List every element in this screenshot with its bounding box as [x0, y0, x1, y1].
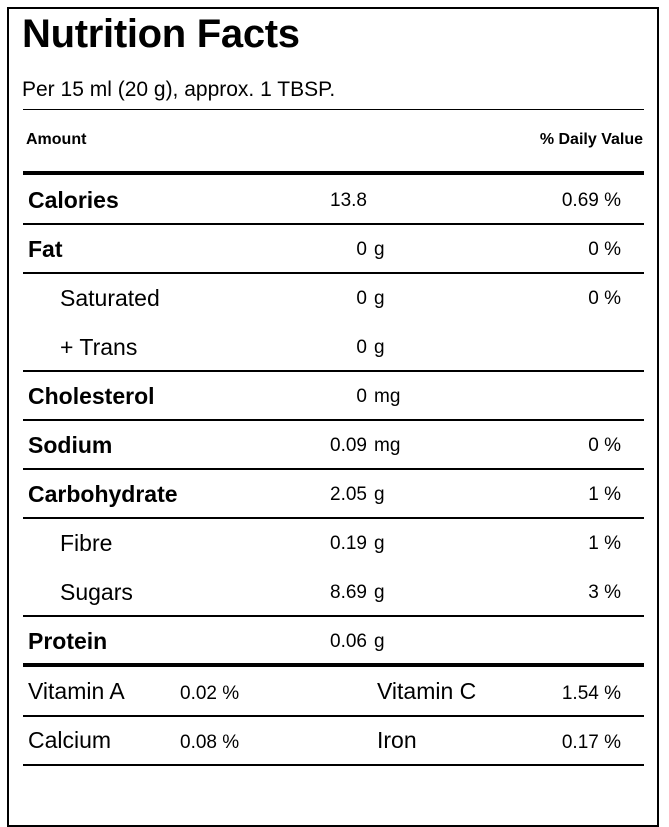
nutrient-unit: g [374, 484, 385, 505]
calcium-value: 0.08 % [180, 732, 240, 753]
nutrient-unit: g [374, 288, 385, 309]
nutrient-unit: g [374, 582, 385, 603]
amount-header: Amount [26, 131, 87, 148]
nutrient-unit: mg [374, 386, 401, 407]
daily-value-header: % Daily Value [539, 131, 643, 148]
thick-divider [23, 663, 644, 667]
nutrient-daily-value: 0 % [588, 435, 621, 456]
label-title: Nutrition Facts [22, 12, 300, 56]
thick-divider [23, 171, 644, 175]
nutrient-amount: 0.09 [330, 435, 367, 456]
calcium-label: Calcium [28, 727, 112, 753]
iron-label: Iron [377, 727, 417, 753]
nutrient-amount: 0 [356, 386, 367, 407]
nutrient-daily-value: 1 % [588, 533, 621, 554]
nutrient-name: Sodium [28, 432, 113, 458]
vitamin-c-label: Vitamin C [377, 678, 477, 704]
nutrient-row-sugars: Sugars 8.69 g 3 % [23, 567, 644, 616]
nutrient-name: Cholesterol [28, 383, 155, 409]
nutrient-row-carbohydrate: Carbohydrate 2.05 g 1 % [23, 469, 644, 518]
nutrient-row-fibre: Fibre 0.19 g 1 % [23, 518, 644, 567]
nutrient-row-sodium: Sodium 0.09 mg 0 % [23, 420, 644, 469]
row-divider [23, 715, 644, 717]
nutrient-amount: 0.19 [330, 533, 367, 554]
vitamin-a-label: Vitamin A [28, 678, 125, 704]
row-divider [23, 764, 644, 766]
nutrient-name: Sugars [60, 579, 133, 605]
iron-value: 0.17 % [561, 732, 621, 753]
nutrient-unit: g [374, 239, 385, 260]
nutrient-amount: 0 [356, 288, 367, 309]
nutrient-row-protein: Protein 0.06 g [23, 616, 644, 665]
mineral-row: Calcium 0.08 % Iron 0.17 % [23, 716, 644, 765]
nutrient-row-trans: + Trans 0 g [23, 322, 644, 371]
vitamin-c-value: 1.54 % [561, 683, 621, 704]
nutrient-row-calories: Calories 13.8 0.69 % [23, 175, 644, 224]
nutrient-daily-value: 0 % [588, 239, 621, 260]
nutrient-amount: 0.06 [330, 631, 367, 652]
nutrient-row-cholesterol: Cholesterol 0 mg [23, 371, 644, 420]
nutrient-name: Protein [28, 628, 108, 654]
nutrient-daily-value: 0.69 % [561, 190, 621, 211]
nutrient-daily-value: 0 % [588, 288, 621, 309]
row-divider [23, 517, 644, 519]
nutrient-unit: g [374, 631, 385, 652]
nutrient-name: Carbohydrate [28, 481, 178, 507]
nutrient-daily-value: 1 % [588, 484, 621, 505]
nutrient-name: Fat [28, 236, 63, 262]
row-divider [23, 370, 644, 372]
row-divider [23, 615, 644, 617]
nutrient-name: Saturated [60, 285, 160, 311]
nutrient-amount: 8.69 [330, 582, 367, 603]
nutrient-amount: 13.8 [330, 190, 367, 211]
nutrient-unit: g [374, 337, 385, 358]
nutrient-amount: 0 [356, 337, 367, 358]
nutrient-daily-value: 3 % [588, 582, 621, 603]
nutrient-unit: mg [374, 435, 401, 456]
nutrient-name: + Trans [60, 334, 138, 360]
nutrient-row-fat: Fat 0 g 0 % [23, 224, 644, 273]
serving-size: Per 15 ml (20 g), approx. 1 TBSP. [22, 78, 336, 101]
row-divider [23, 468, 644, 470]
row-divider [23, 272, 644, 274]
row-divider [23, 223, 644, 225]
nutrient-amount: 0 [356, 239, 367, 260]
vitamin-row: Vitamin A 0.02 % Vitamin C 1.54 % [23, 667, 644, 716]
nutrient-name: Calories [28, 187, 119, 213]
row-divider [23, 419, 644, 421]
nutrient-name: Fibre [60, 530, 113, 556]
nutrient-unit: g [374, 533, 385, 554]
nutrient-row-saturated: Saturated 0 g 0 % [23, 273, 644, 322]
vitamin-a-value: 0.02 % [180, 683, 240, 704]
nutrient-amount: 2.05 [330, 484, 367, 505]
divider [23, 109, 644, 110]
